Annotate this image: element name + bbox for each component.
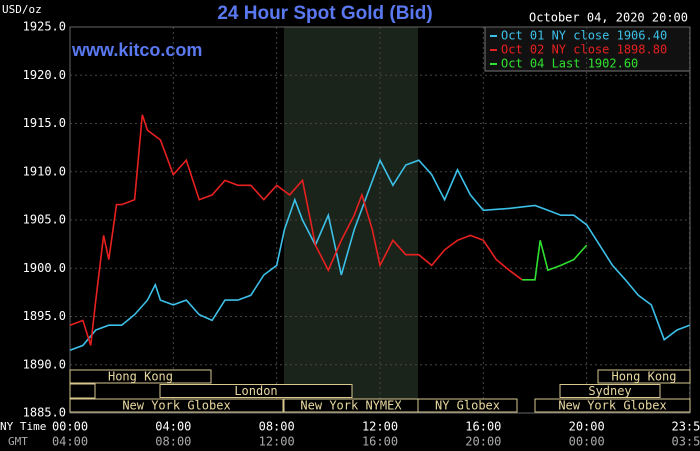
timestamp: October 04, 2020 20:00 bbox=[529, 11, 688, 25]
y-tick-label: 1885.0 bbox=[23, 406, 66, 420]
price-line bbox=[69, 158, 690, 352]
y-tick-label: 1920.0 bbox=[23, 68, 66, 82]
session bbox=[597, 369, 691, 384]
x-tick-label-gmt: 12:00 bbox=[259, 435, 295, 449]
x-tick-label: 20:00 bbox=[569, 420, 605, 434]
x-tick-label-gmt: 03:59 bbox=[671, 435, 700, 449]
x-tick-label: 08:00 bbox=[259, 420, 295, 434]
chart-title: 24 Hour Spot Gold (Bid) bbox=[217, 3, 432, 24]
session-label: New York Globex bbox=[122, 399, 230, 413]
session bbox=[159, 384, 353, 398]
x-tick-label-gmt: 20:00 bbox=[465, 435, 501, 449]
legend-label: Oct 04 Last 1902.60 bbox=[501, 57, 638, 71]
session bbox=[559, 384, 661, 398]
session bbox=[69, 369, 212, 384]
legend-label: Oct 01 NY close 1906.40 bbox=[501, 29, 667, 43]
session bbox=[69, 398, 284, 413]
x-tick-label-gmt: 00:00 bbox=[569, 435, 605, 449]
session-label: New York Globex bbox=[558, 399, 666, 413]
unit-label: USD/oz bbox=[2, 3, 42, 16]
session-label: New York NYMEX bbox=[300, 399, 402, 413]
session bbox=[534, 398, 691, 413]
y-tick-label: 1895.0 bbox=[23, 309, 66, 323]
x-tick-label: 23:59 bbox=[671, 420, 700, 434]
y-tick-label: 1890.0 bbox=[23, 357, 66, 371]
y-tick-label: 1905.0 bbox=[23, 213, 66, 227]
site-label: www.kitco.com bbox=[71, 40, 202, 60]
legend-box bbox=[484, 26, 691, 72]
session-label: London bbox=[234, 384, 277, 398]
x-tick-label: 12:00 bbox=[362, 420, 398, 434]
legend-label: Oct 02 NY close 1898.80 bbox=[501, 43, 667, 57]
price-line bbox=[522, 240, 588, 281]
x-tick-label: 16:00 bbox=[465, 420, 501, 434]
y-tick-label: 1925.0 bbox=[23, 20, 66, 34]
x-tick-label-gmt: 08:00 bbox=[155, 435, 191, 449]
session-label: NY Globex bbox=[435, 399, 500, 413]
session-label: Hong Kong bbox=[611, 370, 676, 384]
x-tick-label: 04:00 bbox=[155, 420, 191, 434]
y-tick-label: 1900.0 bbox=[23, 261, 66, 275]
x-tick-label: 00:00 bbox=[52, 420, 88, 434]
price-line bbox=[69, 114, 523, 346]
session bbox=[417, 398, 518, 413]
session-label: Sydney bbox=[588, 384, 631, 398]
row-label: GMT bbox=[8, 435, 28, 448]
x-tick-label-gmt: 16:00 bbox=[362, 435, 398, 449]
row-label: NY Time bbox=[0, 420, 46, 433]
y-tick-label: 1910.0 bbox=[23, 164, 66, 178]
y-tick-label: 1915.0 bbox=[23, 116, 66, 130]
x-tick-label-gmt: 04:00 bbox=[52, 435, 88, 449]
session bbox=[69, 383, 96, 399]
session-label: Hong Kong bbox=[108, 370, 173, 384]
plot-frame bbox=[69, 26, 691, 414]
